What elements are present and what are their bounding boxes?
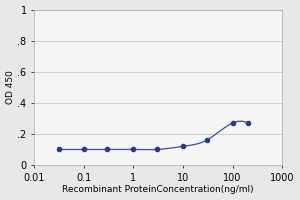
Y-axis label: OD 450: OD 450 — [6, 70, 15, 104]
X-axis label: Recombinant ProteinConcentration(ng/ml): Recombinant ProteinConcentration(ng/ml) — [62, 185, 254, 194]
